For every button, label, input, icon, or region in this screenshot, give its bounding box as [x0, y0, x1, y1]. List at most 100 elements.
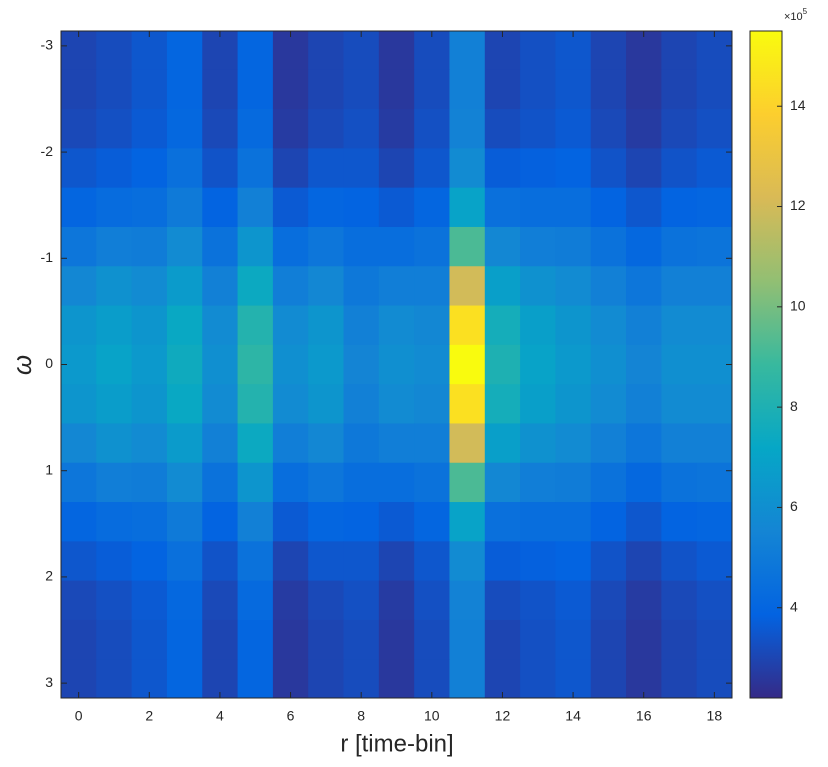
heatmap-cell: [449, 305, 486, 346]
heatmap-cell: [131, 502, 168, 542]
heatmap-cell: [590, 31, 627, 71]
heatmap-cell: [626, 187, 662, 228]
heatmap-cell: [343, 384, 380, 424]
heatmap-cell: [626, 31, 662, 71]
heatmap-cell: [484, 580, 521, 621]
heatmap-cell: [696, 619, 733, 660]
heatmap-cell: [272, 109, 309, 149]
heatmap-cell: [202, 305, 239, 346]
heatmap-cell: [308, 344, 345, 385]
heatmap-cell: [61, 462, 97, 503]
colorbar-tick-label: 14: [790, 97, 806, 113]
heatmap-cell: [696, 384, 733, 424]
heatmap-cell: [626, 619, 662, 660]
heatmap-cell: [131, 69, 168, 110]
heatmap-cell: [484, 187, 521, 228]
heatmap-cell: [308, 31, 345, 71]
heatmap-cell: [555, 344, 592, 385]
x-tick-label: 18: [707, 708, 723, 724]
heatmap-cell: [696, 266, 733, 307]
heatmap-cell: [449, 344, 486, 385]
multiplier-base: ×10: [784, 11, 803, 23]
y-tick-label: -3: [41, 37, 54, 53]
heatmap-cell: [131, 423, 168, 464]
heatmap-cell: [520, 423, 556, 464]
heatmap-cell: [61, 69, 97, 110]
heatmap-cell: [520, 580, 556, 621]
heatmap-cell: [626, 462, 662, 503]
heatmap-cell: [166, 502, 203, 542]
heatmap-cell: [131, 384, 168, 424]
heatmap-cell: [272, 619, 309, 660]
heatmap-cell: [661, 541, 698, 582]
heatmap-cell: [343, 462, 380, 503]
heatmap-cell: [555, 148, 592, 189]
heatmap-cell: [590, 384, 627, 424]
heatmap-cell: [237, 619, 274, 660]
heatmap-cell: [343, 266, 380, 307]
heatmap-cell: [484, 226, 521, 267]
colorbar-multiplier: ×105: [784, 7, 808, 23]
heatmap-cell: [555, 423, 592, 464]
heatmap-cell: [166, 462, 203, 503]
heatmap-cell: [166, 31, 203, 71]
heatmap-cell: [449, 541, 486, 582]
heatmap-cell: [202, 384, 239, 424]
heatmap-cell: [484, 305, 521, 346]
heatmap-cell: [272, 580, 309, 621]
heatmap-cell: [626, 266, 662, 307]
heatmap-cell: [131, 541, 168, 582]
heatmap-cell: [308, 69, 345, 110]
heatmap-cell: [166, 266, 203, 307]
heatmap-cell: [96, 305, 133, 346]
heatmap-cell: [272, 148, 309, 189]
heatmap-cell: [61, 423, 97, 464]
heatmap-cell: [166, 384, 203, 424]
heatmap-cell: [166, 541, 203, 582]
heatmap-cell: [696, 462, 733, 503]
heatmap-cell: [343, 187, 380, 228]
heatmap-cell: [272, 266, 309, 307]
heatmap-cell: [166, 344, 203, 385]
heatmap-cell: [272, 226, 309, 267]
heatmap-cell: [590, 187, 627, 228]
heatmap-cell: [449, 187, 486, 228]
heatmap-cell: [378, 462, 415, 503]
heatmap-cell: [484, 266, 521, 307]
heatmap-cell: [343, 423, 380, 464]
heatmap-cell: [696, 580, 733, 621]
heatmap-cell: [237, 423, 274, 464]
heatmap-cell: [590, 462, 627, 503]
heatmap-cell: [308, 384, 345, 424]
heatmap-cell: [520, 31, 556, 71]
heatmap-cell: [414, 31, 450, 71]
heatmap-cell: [626, 423, 662, 464]
heatmap-cell: [590, 423, 627, 464]
heatmap-cell: [131, 580, 168, 621]
heatmap-cell: [96, 266, 133, 307]
heatmap-cell: [414, 580, 450, 621]
heatmap-cell: [696, 187, 733, 228]
heatmap-cell: [343, 344, 380, 385]
heatmap-cell: [61, 502, 97, 542]
heatmap-cell: [696, 305, 733, 346]
heatmap-cell: [555, 619, 592, 660]
heatmap-cell: [166, 69, 203, 110]
x-tick-label: 4: [216, 708, 224, 724]
heatmap-cell: [661, 580, 698, 621]
heatmap-cell: [96, 226, 133, 267]
heatmap-cell: [166, 187, 203, 228]
heatmap-cell: [96, 541, 133, 582]
heatmap-cell: [378, 619, 415, 660]
heatmap-cell: [96, 619, 133, 660]
heatmap-cell: [237, 109, 274, 149]
heatmap-cell: [166, 423, 203, 464]
heatmap-cell: [696, 31, 733, 71]
heatmap-cell: [237, 580, 274, 621]
heatmap-cell: [343, 502, 380, 542]
heatmap-cell: [590, 619, 627, 660]
heatmap-cell: [237, 502, 274, 542]
heatmap-cell: [449, 109, 486, 149]
heatmap-cell: [449, 462, 486, 503]
heatmap-cell: [626, 109, 662, 149]
